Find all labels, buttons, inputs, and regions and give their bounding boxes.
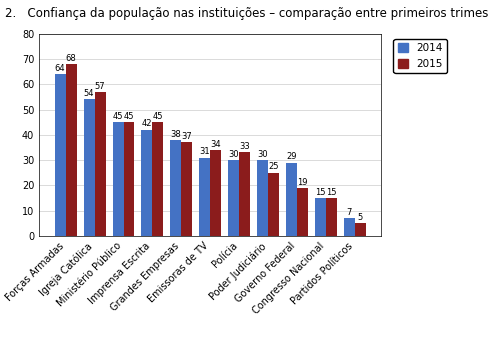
Bar	[141, 130, 152, 236]
Bar	[152, 122, 163, 236]
Bar	[83, 99, 94, 236]
Text: 45: 45	[123, 112, 134, 121]
Bar	[94, 92, 105, 236]
Text: 19: 19	[297, 178, 307, 187]
Text: 57: 57	[95, 82, 105, 91]
Text: 25: 25	[268, 162, 278, 172]
Text: 5: 5	[357, 213, 362, 222]
Bar	[354, 223, 365, 236]
Text: 7: 7	[346, 208, 351, 217]
Bar	[325, 198, 336, 236]
Bar	[210, 150, 221, 236]
Bar	[267, 173, 279, 236]
Text: 37: 37	[181, 132, 192, 141]
Legend: 2014, 2015: 2014, 2015	[393, 39, 446, 73]
Bar	[181, 142, 192, 236]
Bar	[65, 64, 77, 236]
Text: 2.   Confiança da população nas instituições – comparação entre primeiros trimes: 2. Confiança da população nas instituiçõ…	[5, 7, 488, 20]
Bar	[239, 152, 250, 236]
Bar	[112, 122, 123, 236]
Text: 15: 15	[325, 188, 336, 197]
Text: 30: 30	[257, 150, 267, 159]
Bar	[199, 158, 210, 236]
Bar	[343, 218, 354, 236]
Text: 33: 33	[239, 142, 249, 151]
Text: 54: 54	[83, 89, 94, 98]
Text: 64: 64	[55, 64, 65, 73]
Text: 31: 31	[199, 147, 210, 156]
Text: 15: 15	[315, 188, 325, 197]
Text: 42: 42	[142, 120, 152, 128]
Bar	[170, 140, 181, 236]
Text: 29: 29	[285, 152, 296, 161]
Text: 30: 30	[228, 150, 239, 159]
Bar	[314, 198, 325, 236]
Text: 38: 38	[170, 130, 181, 139]
Text: 34: 34	[210, 140, 221, 149]
Bar	[257, 160, 267, 236]
Bar	[228, 160, 239, 236]
Bar	[285, 163, 296, 236]
Text: 68: 68	[66, 54, 77, 63]
Bar	[296, 188, 307, 236]
Text: 45: 45	[113, 112, 123, 121]
Bar	[123, 122, 134, 236]
Bar	[55, 74, 65, 236]
Text: 45: 45	[152, 112, 163, 121]
